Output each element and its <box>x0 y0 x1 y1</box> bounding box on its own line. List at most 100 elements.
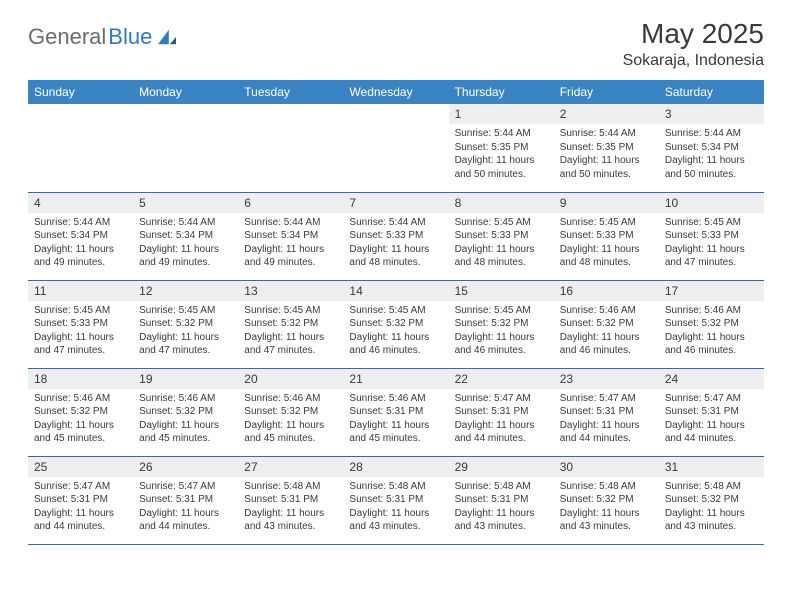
day-number: 2 <box>554 104 659 124</box>
day-number: 11 <box>28 281 133 301</box>
day-number: 15 <box>449 281 554 301</box>
day-header-sat: Saturday <box>659 80 764 104</box>
calendar-day-cell: 22Sunrise: 5:47 AMSunset: 5:31 PMDayligh… <box>449 368 554 456</box>
calendar-day-cell <box>238 104 343 192</box>
calendar-day-cell: 24Sunrise: 5:47 AMSunset: 5:31 PMDayligh… <box>659 368 764 456</box>
calendar-day-cell: 10Sunrise: 5:45 AMSunset: 5:33 PMDayligh… <box>659 192 764 280</box>
calendar-day-cell: 18Sunrise: 5:46 AMSunset: 5:32 PMDayligh… <box>28 368 133 456</box>
calendar-day-cell: 15Sunrise: 5:45 AMSunset: 5:32 PMDayligh… <box>449 280 554 368</box>
calendar-day-cell: 14Sunrise: 5:45 AMSunset: 5:32 PMDayligh… <box>343 280 448 368</box>
day-number: 23 <box>554 369 659 389</box>
calendar-day-cell: 27Sunrise: 5:48 AMSunset: 5:31 PMDayligh… <box>238 456 343 544</box>
calendar-day-cell: 11Sunrise: 5:45 AMSunset: 5:33 PMDayligh… <box>28 280 133 368</box>
calendar-day-cell: 26Sunrise: 5:47 AMSunset: 5:31 PMDayligh… <box>133 456 238 544</box>
day-number: 7 <box>343 193 448 213</box>
calendar-day-cell: 31Sunrise: 5:48 AMSunset: 5:32 PMDayligh… <box>659 456 764 544</box>
day-details: Sunrise: 5:45 AMSunset: 5:33 PMDaylight:… <box>659 213 764 274</box>
day-number: 9 <box>554 193 659 213</box>
day-details: Sunrise: 5:46 AMSunset: 5:32 PMDaylight:… <box>238 389 343 450</box>
day-details: Sunrise: 5:47 AMSunset: 5:31 PMDaylight:… <box>554 389 659 450</box>
day-number: 16 <box>554 281 659 301</box>
day-number: 21 <box>343 369 448 389</box>
day-details: Sunrise: 5:44 AMSunset: 5:34 PMDaylight:… <box>133 213 238 274</box>
calendar-day-cell: 16Sunrise: 5:46 AMSunset: 5:32 PMDayligh… <box>554 280 659 368</box>
day-details: Sunrise: 5:44 AMSunset: 5:33 PMDaylight:… <box>343 213 448 274</box>
day-details: Sunrise: 5:46 AMSunset: 5:31 PMDaylight:… <box>343 389 448 450</box>
calendar-day-cell: 20Sunrise: 5:46 AMSunset: 5:32 PMDayligh… <box>238 368 343 456</box>
day-number: 8 <box>449 193 554 213</box>
day-details: Sunrise: 5:45 AMSunset: 5:33 PMDaylight:… <box>28 301 133 362</box>
day-header-thu: Thursday <box>449 80 554 104</box>
day-number: 26 <box>133 457 238 477</box>
day-number: 20 <box>238 369 343 389</box>
day-number: 14 <box>343 281 448 301</box>
calendar-week-row: 11Sunrise: 5:45 AMSunset: 5:33 PMDayligh… <box>28 280 764 368</box>
day-number: 10 <box>659 193 764 213</box>
calendar-week-row: 18Sunrise: 5:46 AMSunset: 5:32 PMDayligh… <box>28 368 764 456</box>
day-details: Sunrise: 5:48 AMSunset: 5:31 PMDaylight:… <box>449 477 554 538</box>
day-number: 3 <box>659 104 764 124</box>
calendar-week-row: 25Sunrise: 5:47 AMSunset: 5:31 PMDayligh… <box>28 456 764 544</box>
calendar-day-cell: 29Sunrise: 5:48 AMSunset: 5:31 PMDayligh… <box>449 456 554 544</box>
day-number: 31 <box>659 457 764 477</box>
day-details: Sunrise: 5:48 AMSunset: 5:31 PMDaylight:… <box>238 477 343 538</box>
day-details: Sunrise: 5:46 AMSunset: 5:32 PMDaylight:… <box>28 389 133 450</box>
day-number: 12 <box>133 281 238 301</box>
brand-logo: GeneralBlue <box>28 18 178 50</box>
day-details: Sunrise: 5:45 AMSunset: 5:32 PMDaylight:… <box>133 301 238 362</box>
day-number <box>343 104 448 124</box>
day-number: 30 <box>554 457 659 477</box>
brand-sail-icon <box>156 28 178 46</box>
day-number: 1 <box>449 104 554 124</box>
calendar-day-cell: 5Sunrise: 5:44 AMSunset: 5:34 PMDaylight… <box>133 192 238 280</box>
month-title: May 2025 <box>623 18 764 50</box>
calendar-day-cell: 4Sunrise: 5:44 AMSunset: 5:34 PMDaylight… <box>28 192 133 280</box>
day-details: Sunrise: 5:46 AMSunset: 5:32 PMDaylight:… <box>659 301 764 362</box>
day-number: 4 <box>28 193 133 213</box>
day-header-sun: Sunday <box>28 80 133 104</box>
day-details: Sunrise: 5:48 AMSunset: 5:32 PMDaylight:… <box>659 477 764 538</box>
day-details: Sunrise: 5:45 AMSunset: 5:32 PMDaylight:… <box>343 301 448 362</box>
day-details: Sunrise: 5:46 AMSunset: 5:32 PMDaylight:… <box>133 389 238 450</box>
day-header-fri: Friday <box>554 80 659 104</box>
calendar-day-cell: 8Sunrise: 5:45 AMSunset: 5:33 PMDaylight… <box>449 192 554 280</box>
calendar-day-cell: 30Sunrise: 5:48 AMSunset: 5:32 PMDayligh… <box>554 456 659 544</box>
day-details: Sunrise: 5:45 AMSunset: 5:33 PMDaylight:… <box>554 213 659 274</box>
day-header-wed: Wednesday <box>343 80 448 104</box>
day-details: Sunrise: 5:44 AMSunset: 5:34 PMDaylight:… <box>659 124 764 185</box>
day-details: Sunrise: 5:47 AMSunset: 5:31 PMDaylight:… <box>28 477 133 538</box>
title-block: May 2025 Sokaraja, Indonesia <box>623 18 764 70</box>
calendar-day-cell <box>133 104 238 192</box>
day-details: Sunrise: 5:46 AMSunset: 5:32 PMDaylight:… <box>554 301 659 362</box>
page-header: GeneralBlue May 2025 Sokaraja, Indonesia <box>28 18 764 70</box>
brand-text-gray: General <box>28 24 106 50</box>
calendar-day-cell: 1Sunrise: 5:44 AMSunset: 5:35 PMDaylight… <box>449 104 554 192</box>
calendar-day-cell: 28Sunrise: 5:48 AMSunset: 5:31 PMDayligh… <box>343 456 448 544</box>
calendar-day-cell: 7Sunrise: 5:44 AMSunset: 5:33 PMDaylight… <box>343 192 448 280</box>
calendar-day-cell: 21Sunrise: 5:46 AMSunset: 5:31 PMDayligh… <box>343 368 448 456</box>
day-number <box>238 104 343 124</box>
calendar-day-cell: 13Sunrise: 5:45 AMSunset: 5:32 PMDayligh… <box>238 280 343 368</box>
day-number: 27 <box>238 457 343 477</box>
day-details: Sunrise: 5:45 AMSunset: 5:32 PMDaylight:… <box>238 301 343 362</box>
calendar-day-cell <box>28 104 133 192</box>
day-details: Sunrise: 5:47 AMSunset: 5:31 PMDaylight:… <box>659 389 764 450</box>
day-details: Sunrise: 5:44 AMSunset: 5:34 PMDaylight:… <box>238 213 343 274</box>
day-number: 24 <box>659 369 764 389</box>
day-details: Sunrise: 5:44 AMSunset: 5:35 PMDaylight:… <box>554 124 659 185</box>
calendar-day-cell: 17Sunrise: 5:46 AMSunset: 5:32 PMDayligh… <box>659 280 764 368</box>
day-number: 18 <box>28 369 133 389</box>
calendar-day-cell: 6Sunrise: 5:44 AMSunset: 5:34 PMDaylight… <box>238 192 343 280</box>
calendar-day-cell: 23Sunrise: 5:47 AMSunset: 5:31 PMDayligh… <box>554 368 659 456</box>
day-number <box>133 104 238 124</box>
day-number: 22 <box>449 369 554 389</box>
calendar-day-cell <box>343 104 448 192</box>
day-header-tue: Tuesday <box>238 80 343 104</box>
day-details: Sunrise: 5:47 AMSunset: 5:31 PMDaylight:… <box>449 389 554 450</box>
calendar-day-cell: 25Sunrise: 5:47 AMSunset: 5:31 PMDayligh… <box>28 456 133 544</box>
day-details: Sunrise: 5:45 AMSunset: 5:33 PMDaylight:… <box>449 213 554 274</box>
day-details: Sunrise: 5:48 AMSunset: 5:31 PMDaylight:… <box>343 477 448 538</box>
day-number <box>28 104 133 124</box>
day-number: 5 <box>133 193 238 213</box>
calendar-day-cell: 2Sunrise: 5:44 AMSunset: 5:35 PMDaylight… <box>554 104 659 192</box>
